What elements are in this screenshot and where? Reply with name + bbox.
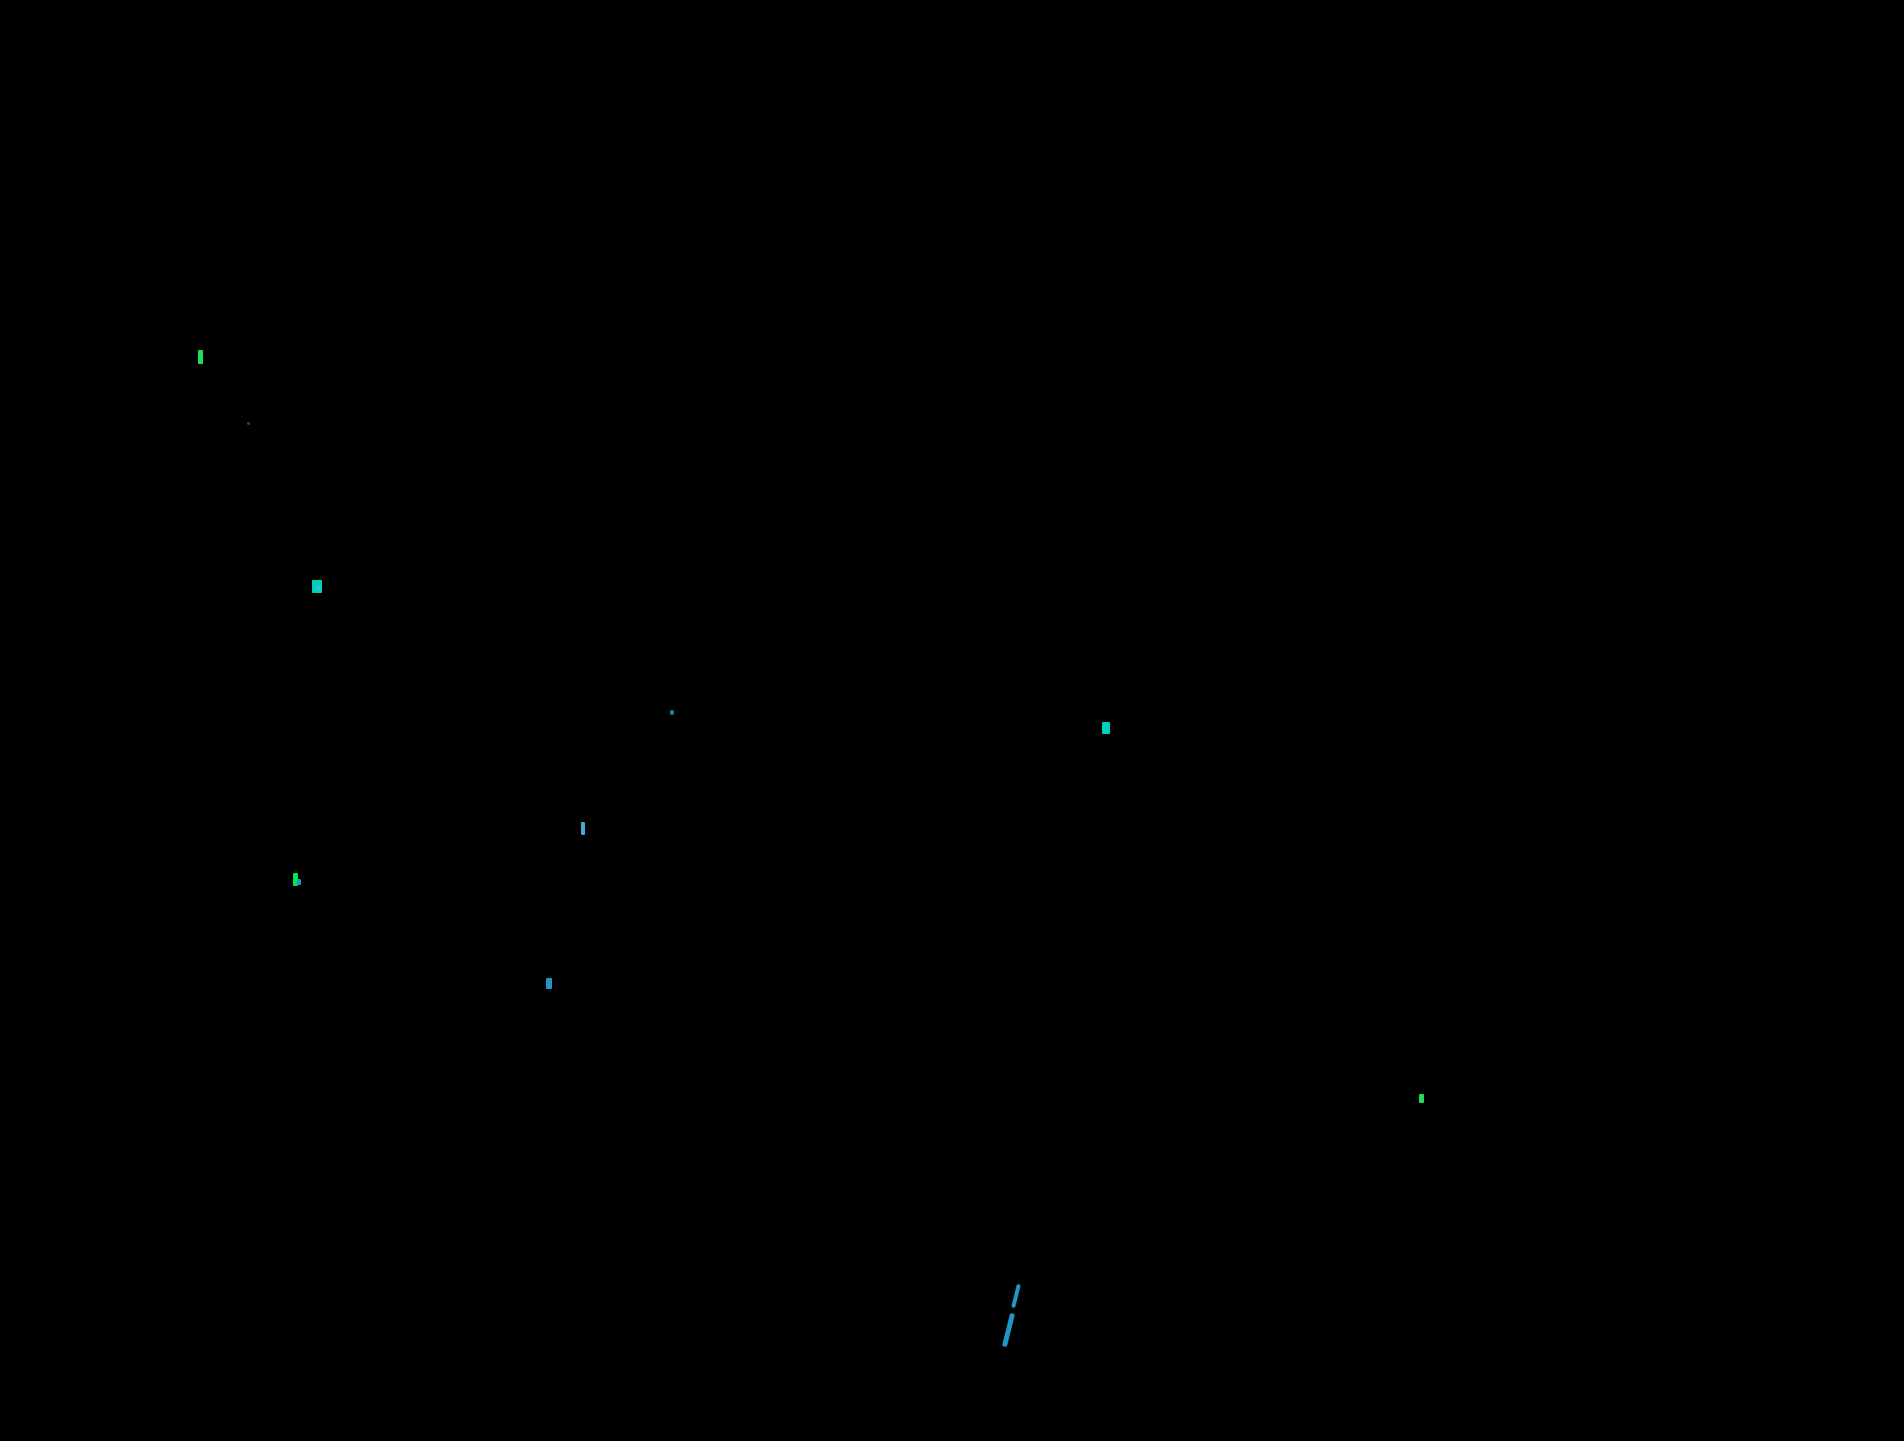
cyan-accent-left bbox=[316, 586, 321, 591]
dim-blue-dot-upper-left bbox=[247, 422, 250, 425]
teal-speck-left bbox=[312, 580, 322, 593]
blue-stroke-lower bbox=[1001, 1312, 1016, 1348]
cyan-speck-center-right bbox=[1102, 722, 1110, 734]
blue-stroke-upper bbox=[1011, 1283, 1021, 1309]
blue-dot-center bbox=[670, 710, 674, 715]
light-blue-bar-left bbox=[581, 822, 585, 835]
green-speck-upper-left bbox=[198, 350, 203, 364]
blue-speck-center-lower bbox=[546, 978, 552, 989]
blue-accent-lower-left bbox=[297, 879, 301, 885]
green-dot-right bbox=[1419, 1094, 1424, 1103]
green-speck-lower-left bbox=[293, 873, 298, 886]
